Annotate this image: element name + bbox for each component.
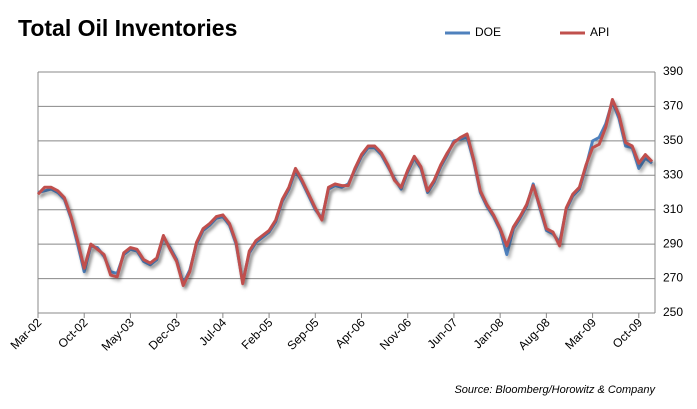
x-tick-label: Dec-03 [146, 315, 183, 352]
y-tick-label: 250 [663, 305, 683, 319]
x-tick-label: Apr-06 [332, 315, 368, 351]
x-tick-label: Jun-07 [424, 315, 460, 351]
x-tick-label: Jul-04 [196, 315, 229, 348]
y-tick-label: 390 [663, 64, 683, 78]
chart-title: Total Oil Inventories [18, 15, 237, 41]
x-tick-label: Nov-06 [377, 315, 414, 352]
x-tick-label: May-03 [99, 315, 137, 353]
x-tick-label: Oct-09 [610, 315, 646, 351]
legend-label: API [590, 25, 609, 39]
x-tick-label: Mar-02 [8, 315, 45, 352]
source: Source: Bloomberg/Horowitz & Company [454, 384, 656, 396]
x-tick-label: Mar-09 [562, 315, 599, 352]
y-tick-label: 370 [663, 99, 683, 113]
y-tick-label: 330 [663, 167, 683, 181]
x-tick-label: Jan-08 [471, 315, 507, 351]
x-tick-label: Aug-08 [515, 315, 552, 352]
y-tick-label: 350 [663, 133, 683, 147]
series-line [37, 99, 653, 286]
series-line [36, 98, 654, 287]
y-tick-label: 270 [663, 271, 683, 285]
x-tick-label: Sep-05 [284, 315, 321, 352]
x-tick-label: Oct-02 [55, 315, 91, 351]
y-tick-label: 310 [663, 202, 683, 216]
y-tick-label: 290 [663, 236, 683, 250]
legend-label: DOE [475, 25, 501, 39]
x-tick-label: Feb-05 [239, 315, 276, 352]
